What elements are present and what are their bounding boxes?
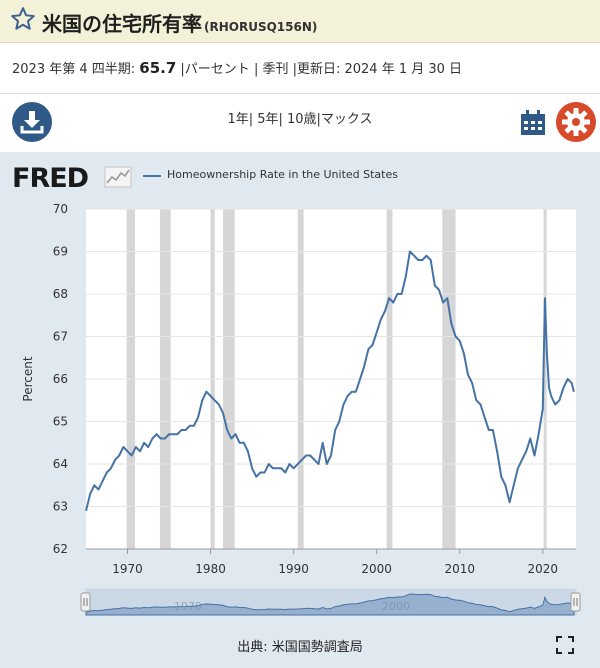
y-tick-label: 62	[53, 542, 68, 556]
source-note: 出典: 米国国勢調査局	[237, 640, 363, 655]
chart-controls: 1年| 5年| 10歳|マックス	[0, 94, 600, 152]
series-id: (RHORUSQ156N)	[204, 20, 318, 34]
x-tick-label: 2010	[444, 562, 475, 576]
title-bar: 米国の住宅所有率 (RHORUSQ156N)	[0, 0, 600, 43]
legend-swatch	[143, 175, 161, 177]
date-range-selector[interactable]: 1年| 5年| 10歳|マックス	[227, 112, 373, 127]
fred-logo: FRED	[12, 163, 89, 194]
y-tick-label: 63	[53, 500, 68, 514]
line-chart: 62 63 64 65 66 67 68 69 70 1970 1980 1990 2000 2010 2…	[21, 202, 581, 616]
download-button[interactable]	[12, 102, 52, 142]
series-line	[85, 250, 575, 512]
period-label: 2023 年第 4 四半期:	[12, 62, 136, 77]
y-tick-label: 65	[53, 415, 68, 429]
series-title: 米国の住宅所有率	[42, 12, 202, 36]
series-meta: 2023 年第 4 四半期: 65.7 |パーセント | 季刊 |更新日: 20…	[12, 58, 462, 77]
fullscreen-icon[interactable]	[556, 636, 574, 654]
gear-icon	[562, 108, 590, 136]
latest-value: 65.7	[139, 59, 177, 77]
download-icon	[20, 111, 44, 134]
calendar-icon[interactable]	[518, 108, 548, 138]
fred-logo-chart-icon	[104, 166, 132, 188]
y-tick-label: 66	[53, 372, 68, 386]
navigator-label: 1970	[174, 600, 202, 613]
page-title: 米国の住宅所有率 (RHORUSQ156N)	[42, 8, 317, 37]
legend-label: Homeownership Rate in the United States	[167, 168, 398, 181]
navigator[interactable]: 1970 2000	[80, 588, 581, 616]
y-tick-label: 68	[53, 287, 68, 301]
x-tick-label: 1990	[278, 562, 309, 576]
navigator-label: 2000	[382, 600, 410, 613]
x-tick-label: 2000	[361, 562, 392, 576]
star-icon[interactable]	[10, 6, 36, 32]
navigator-handle-left[interactable]	[80, 592, 91, 612]
y-tick-label: 67	[53, 330, 68, 344]
meta-details: |パーセント | 季刊 |更新日: 2024 年 1 月 30 日	[176, 62, 463, 77]
y-tick-label: 70	[53, 202, 68, 216]
x-tick-label: 1980	[195, 562, 226, 576]
y-axis-label: Percent	[21, 356, 35, 401]
y-tick-label: 69	[53, 245, 68, 259]
navigator-handle-right[interactable]	[570, 592, 581, 612]
chart-area: FRED Homeownership Rate in the United St…	[0, 153, 600, 668]
navigator-area	[85, 593, 575, 616]
y-tick-label: 64	[53, 457, 68, 471]
settings-button[interactable]	[556, 102, 596, 142]
x-tick-label: 1970	[112, 562, 143, 576]
series-meta-bar: 2023 年第 4 四半期: 65.7 |パーセント | 季刊 |更新日: 20…	[0, 43, 600, 94]
x-tick-label: 2020	[528, 562, 559, 576]
